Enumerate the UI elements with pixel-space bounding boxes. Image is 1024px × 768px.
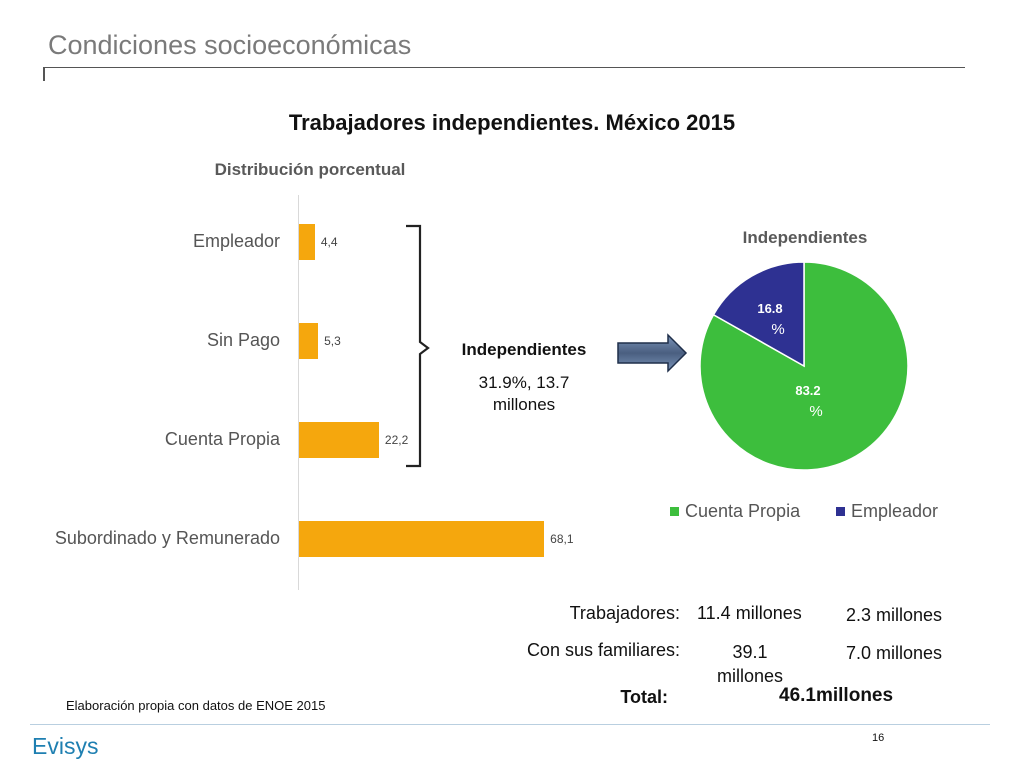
pie-value-label: 83.2 bbox=[795, 383, 820, 398]
footer-rule bbox=[30, 724, 990, 725]
bar-category-label: Subordinado y Remunerado bbox=[54, 528, 280, 548]
title-rule bbox=[44, 67, 965, 68]
bar-value-label: 5,3 bbox=[324, 334, 341, 348]
row2-col1: 39.1 millones bbox=[700, 640, 800, 688]
bar bbox=[299, 422, 379, 458]
evisys-logo: Evisys bbox=[32, 733, 99, 759]
source-note: Elaboración propia con datos de ENOE 201… bbox=[66, 698, 326, 713]
pie-chart: 83.2% 16.8% bbox=[700, 262, 909, 471]
right-arrow-icon bbox=[617, 333, 688, 373]
bar bbox=[299, 521, 545, 557]
pie-chart-title: Independientes bbox=[742, 228, 868, 247]
bar-value-label: 22,2 bbox=[384, 433, 409, 447]
total-label: Total: bbox=[620, 687, 668, 707]
title-tick bbox=[43, 67, 45, 81]
independientes-label: Independientes bbox=[461, 340, 587, 359]
row1-col1: 11.4 millones bbox=[697, 603, 802, 623]
bar-value-label: 68,1 bbox=[550, 532, 574, 546]
legend-swatch-cuenta-propia bbox=[670, 507, 679, 516]
bar-category-label: Empleador bbox=[192, 231, 280, 251]
bar bbox=[299, 224, 315, 260]
independientes-value: 31.9%, 13.7 millones bbox=[444, 372, 604, 416]
row1-col2: 2.3 millones bbox=[846, 605, 943, 625]
bracket-icon bbox=[406, 224, 430, 468]
pie-unit-label: % bbox=[771, 321, 784, 338]
bar-category-label: Cuenta Propia bbox=[164, 429, 280, 449]
legend-item-empleador: Empleador bbox=[836, 501, 938, 522]
bar-category-label: Sin Pago bbox=[206, 330, 280, 350]
row2-col1-line2: millones bbox=[716, 666, 784, 686]
bar-chart-axis bbox=[298, 195, 299, 590]
bar bbox=[299, 323, 319, 359]
pie-value-label: 16.8 bbox=[757, 301, 782, 316]
legend-label-cuenta-propia: Cuenta Propia bbox=[685, 501, 801, 521]
independientes-value-line2: millones bbox=[492, 395, 556, 414]
row1-label: Trabajadores: bbox=[569, 603, 680, 623]
slide-title: Condiciones socioeconómicas bbox=[48, 30, 412, 60]
independientes-value-line1: 31.9%, 13.7 bbox=[478, 373, 570, 392]
legend-swatch-empleador bbox=[836, 507, 845, 516]
page-number: 16 bbox=[872, 732, 885, 744]
legend-label-empleador: Empleador bbox=[851, 501, 939, 521]
total-value: 46.1millones bbox=[779, 685, 894, 706]
row2-col2: 7.0 millones bbox=[846, 643, 943, 663]
bar-value-label: 4,4 bbox=[320, 235, 338, 249]
pie-slice-empleador bbox=[712, 262, 805, 368]
legend-item-cuenta-propia: Cuenta Propia bbox=[670, 501, 800, 522]
pie-unit-label: % bbox=[809, 403, 822, 420]
chart-title: Trabajadores independientes. México 2015 bbox=[288, 110, 736, 135]
bar-chart-subtitle: Distribución porcentual bbox=[214, 160, 406, 179]
row2-col1-line1: 39.1 bbox=[732, 642, 768, 662]
row2-label: Con sus familiares: bbox=[526, 640, 680, 660]
